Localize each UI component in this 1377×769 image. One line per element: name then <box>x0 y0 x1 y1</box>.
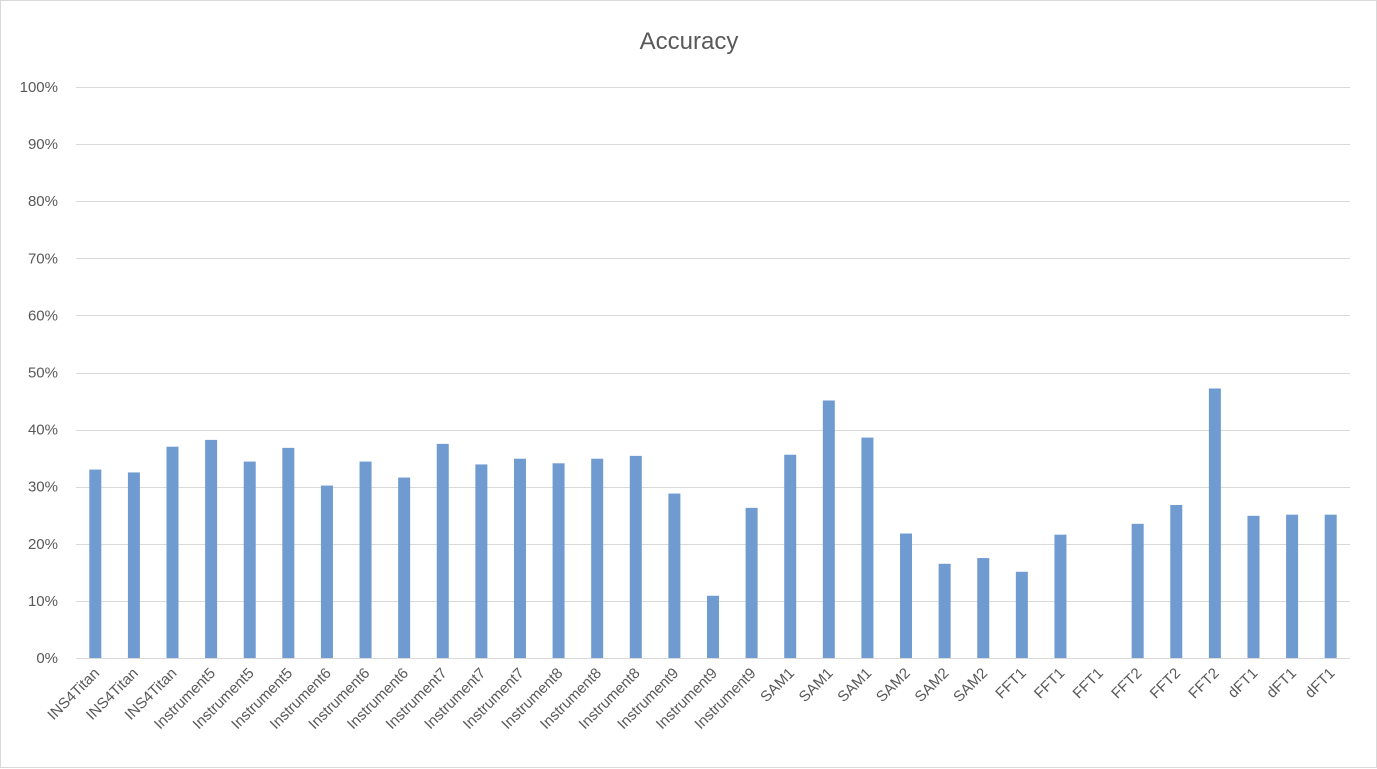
y-tick-label: 0% <box>36 650 58 667</box>
bar <box>436 443 449 658</box>
bar <box>1286 514 1299 658</box>
bar <box>1054 534 1067 658</box>
x-tick-label: SAM1 <box>834 665 875 706</box>
y-tick-label: 60% <box>28 307 58 324</box>
bar <box>127 472 140 658</box>
y-tick-label: 100% <box>20 79 58 96</box>
bar <box>282 447 295 658</box>
y-tick-label: 70% <box>28 250 58 267</box>
gridlines <box>76 87 1350 602</box>
x-tick-label: FFT1 <box>1031 665 1068 702</box>
bar <box>475 464 488 658</box>
x-tick-label: FFT1 <box>992 665 1029 702</box>
bar <box>398 477 411 658</box>
bar <box>629 455 642 658</box>
y-tick-label: 90% <box>28 136 58 153</box>
bar <box>166 446 179 658</box>
bar <box>243 461 256 658</box>
x-tick-label: dFT1 <box>1302 665 1339 702</box>
y-tick-label: 10% <box>28 593 58 610</box>
bar <box>320 485 333 658</box>
bar <box>1247 515 1260 658</box>
bar <box>552 463 565 658</box>
y-tick-label: 80% <box>28 193 58 210</box>
x-tick-label: SAM2 <box>873 665 914 706</box>
bar <box>861 437 874 658</box>
y-tick-label: 30% <box>28 479 58 496</box>
y-tick-label: 20% <box>28 536 58 553</box>
x-tick-label: FFT1 <box>1070 665 1107 702</box>
bar <box>1131 523 1144 658</box>
bar <box>822 400 835 658</box>
bar <box>1324 514 1337 658</box>
x-tick-label: FFT2 <box>1108 665 1145 702</box>
bar <box>668 493 681 658</box>
bar <box>205 439 218 658</box>
x-tick-label: dFT1 <box>1225 665 1262 702</box>
bar <box>745 507 758 658</box>
chart-title: Accuracy <box>640 28 739 55</box>
x-tick-label: FFT2 <box>1147 665 1184 702</box>
x-tick-label: SAM1 <box>796 665 837 706</box>
bar <box>977 558 990 658</box>
bar <box>89 469 102 658</box>
x-tick-label: FFT2 <box>1185 665 1222 702</box>
bar <box>784 454 797 658</box>
x-tick-label: SAM2 <box>912 665 953 706</box>
y-tick-label: 50% <box>28 365 58 382</box>
bars <box>89 388 1337 658</box>
bar <box>707 595 719 658</box>
bar <box>900 533 913 658</box>
bar <box>513 458 526 658</box>
bar <box>1170 504 1183 658</box>
y-tick-label: 40% <box>28 422 58 439</box>
bar <box>1015 571 1028 658</box>
bar <box>938 563 951 658</box>
bar <box>359 461 372 658</box>
x-tick-label: SAM2 <box>950 665 991 706</box>
x-tick-label: dFT1 <box>1263 665 1300 702</box>
x-axis-ticks: INS4TitanINS4TitanINS4TitanInstrument5In… <box>44 665 1338 733</box>
bar <box>591 458 604 658</box>
y-axis-ticks: 0% 10% 20% 30% 40% 50% 60% 70% 80% 90% 100% <box>20 79 58 667</box>
bar <box>1208 388 1221 658</box>
x-tick-label: SAM1 <box>757 665 798 706</box>
